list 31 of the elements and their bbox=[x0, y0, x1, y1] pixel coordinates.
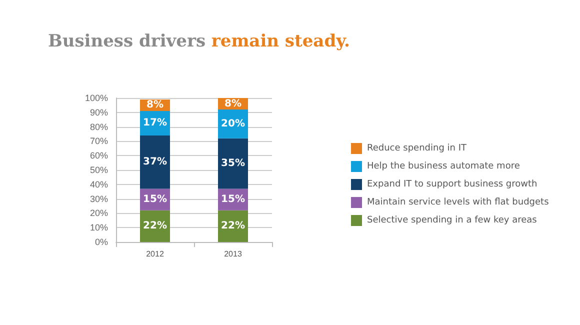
data-label: 15% bbox=[143, 194, 167, 206]
legend-label: Maintain service levels with flat budgets bbox=[367, 198, 550, 208]
y-tick-label: 60% bbox=[90, 150, 108, 161]
y-tick-label: 10% bbox=[90, 222, 108, 233]
data-label: 8% bbox=[224, 98, 242, 110]
y-tick-label: 80% bbox=[90, 122, 108, 132]
bar bbox=[140, 135, 170, 189]
y-tick-label: 20% bbox=[90, 208, 108, 218]
bar bbox=[218, 138, 248, 189]
y-tick-label: 30% bbox=[90, 194, 108, 204]
data-label: 15% bbox=[221, 194, 245, 206]
data-label: 22% bbox=[143, 220, 167, 232]
x-tick-label: 2013 bbox=[224, 250, 242, 258]
y-tick-label: 100% bbox=[84, 93, 108, 103]
y-tick-label: 40% bbox=[90, 179, 108, 190]
y-tick-label: 70% bbox=[90, 136, 108, 146]
x-tick-label: 2012 bbox=[146, 250, 164, 258]
legend-label: Selective spending in a few key areas bbox=[367, 216, 538, 226]
legend-label: Expand IT to support business growth bbox=[367, 180, 538, 190]
chart-title: Business drivers remain steady. bbox=[48, 32, 350, 52]
legend-label: Reduce spending in IT bbox=[367, 144, 468, 154]
y-tick-label: 0% bbox=[94, 237, 108, 247]
data-label: 17% bbox=[143, 118, 167, 129]
data-label: 35% bbox=[221, 158, 245, 170]
legend-label: Help the business automate more bbox=[367, 162, 520, 172]
data-label: 20% bbox=[221, 118, 245, 130]
y-tick-label: 50% bbox=[90, 165, 108, 175]
y-tick-label: 90% bbox=[90, 107, 108, 118]
data-label: 8% bbox=[146, 100, 164, 111]
data-label: 22% bbox=[221, 220, 245, 232]
data-label: 37% bbox=[143, 156, 167, 168]
